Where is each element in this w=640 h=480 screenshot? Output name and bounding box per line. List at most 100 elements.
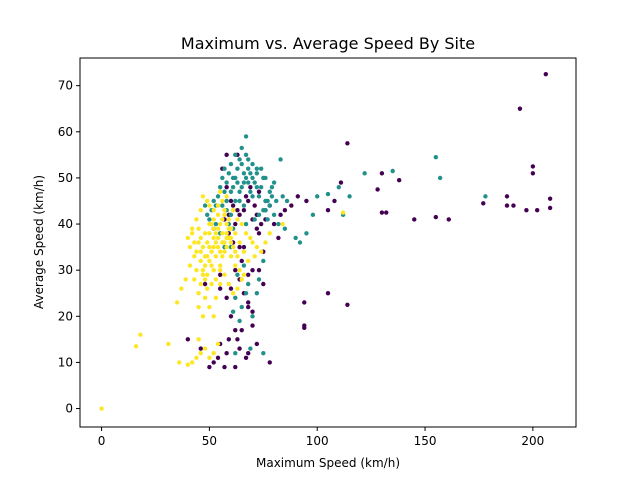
data-point	[239, 304, 244, 310]
data-point	[241, 249, 247, 254]
data-point	[258, 184, 264, 190]
data-point	[220, 217, 225, 222]
x-tick-label: 0	[98, 434, 106, 448]
data-point	[278, 157, 283, 162]
data-point	[276, 235, 281, 241]
data-point	[226, 281, 231, 287]
data-point	[481, 201, 486, 206]
data-point	[205, 212, 210, 218]
data-point	[133, 344, 139, 349]
data-point	[233, 221, 238, 227]
data-point	[224, 351, 229, 356]
data-point	[237, 198, 242, 204]
data-point	[243, 152, 249, 158]
data-point	[217, 249, 223, 254]
data-point	[207, 231, 212, 236]
data-point	[198, 281, 203, 287]
data-point	[433, 214, 439, 220]
data-point	[215, 194, 221, 199]
data-point	[362, 171, 367, 176]
data-point	[235, 217, 240, 222]
data-point	[217, 272, 223, 277]
data-point	[233, 263, 238, 268]
data-point	[241, 244, 247, 250]
data-point	[241, 272, 247, 277]
data-point	[239, 327, 244, 333]
data-point	[261, 281, 266, 287]
data-point	[267, 231, 272, 236]
data-point	[243, 194, 249, 199]
data-point	[248, 184, 253, 190]
data-point	[230, 203, 236, 208]
data-point	[248, 189, 253, 194]
data-point	[258, 166, 264, 171]
data-point	[202, 295, 208, 301]
data-point	[243, 134, 249, 139]
data-point	[196, 240, 201, 245]
data-point	[235, 180, 240, 185]
y-tick-label: 30	[58, 263, 73, 277]
data-point	[228, 286, 234, 291]
data-point	[198, 351, 203, 356]
data-point	[332, 198, 337, 204]
data-point	[224, 295, 229, 301]
data-point	[302, 323, 307, 328]
data-point	[347, 194, 352, 199]
data-point	[246, 351, 251, 356]
data-point	[524, 208, 529, 213]
y-tick-label: 20	[58, 309, 73, 323]
data-point	[200, 194, 206, 199]
data-point	[209, 263, 214, 268]
data-point	[192, 277, 197, 282]
y-axis-label: Average Speed (km/h)	[32, 175, 46, 309]
data-point	[248, 346, 253, 351]
data-point	[384, 210, 389, 215]
data-point	[187, 244, 193, 250]
data-point	[254, 171, 260, 176]
data-point	[243, 355, 249, 361]
data-point	[213, 240, 219, 245]
data-point	[267, 189, 272, 194]
data-point	[310, 212, 316, 218]
data-point	[271, 212, 277, 218]
data-point	[224, 184, 229, 190]
data-point	[237, 244, 242, 250]
data-point	[315, 194, 320, 199]
x-tick-label: 50	[202, 434, 217, 448]
data-point	[246, 166, 251, 171]
data-point	[209, 249, 214, 254]
data-point	[252, 180, 257, 185]
data-point	[211, 267, 216, 273]
data-point	[230, 208, 236, 213]
data-point	[224, 244, 229, 250]
data-point	[295, 194, 301, 199]
data-point	[217, 184, 223, 190]
y-tick-label: 40	[58, 217, 73, 231]
data-point	[547, 196, 553, 201]
data-point	[200, 272, 206, 277]
data-point	[258, 221, 264, 227]
data-point	[237, 240, 242, 245]
data-point	[233, 267, 238, 273]
data-point	[213, 295, 219, 301]
data-point	[224, 152, 229, 158]
data-point	[252, 203, 257, 208]
data-point	[224, 231, 229, 236]
data-point	[189, 231, 195, 236]
data-point	[205, 272, 210, 277]
data-point	[235, 254, 240, 259]
data-point	[233, 351, 238, 356]
data-point	[239, 221, 244, 227]
data-point	[228, 212, 234, 218]
data-point	[196, 337, 201, 342]
data-point	[256, 267, 262, 273]
data-point	[233, 249, 238, 254]
y-tick-label: 70	[58, 79, 73, 93]
data-point	[99, 406, 104, 411]
data-point	[250, 240, 255, 245]
data-point	[207, 304, 212, 310]
data-point	[261, 258, 266, 264]
data-point	[194, 355, 199, 361]
data-point	[187, 263, 193, 268]
